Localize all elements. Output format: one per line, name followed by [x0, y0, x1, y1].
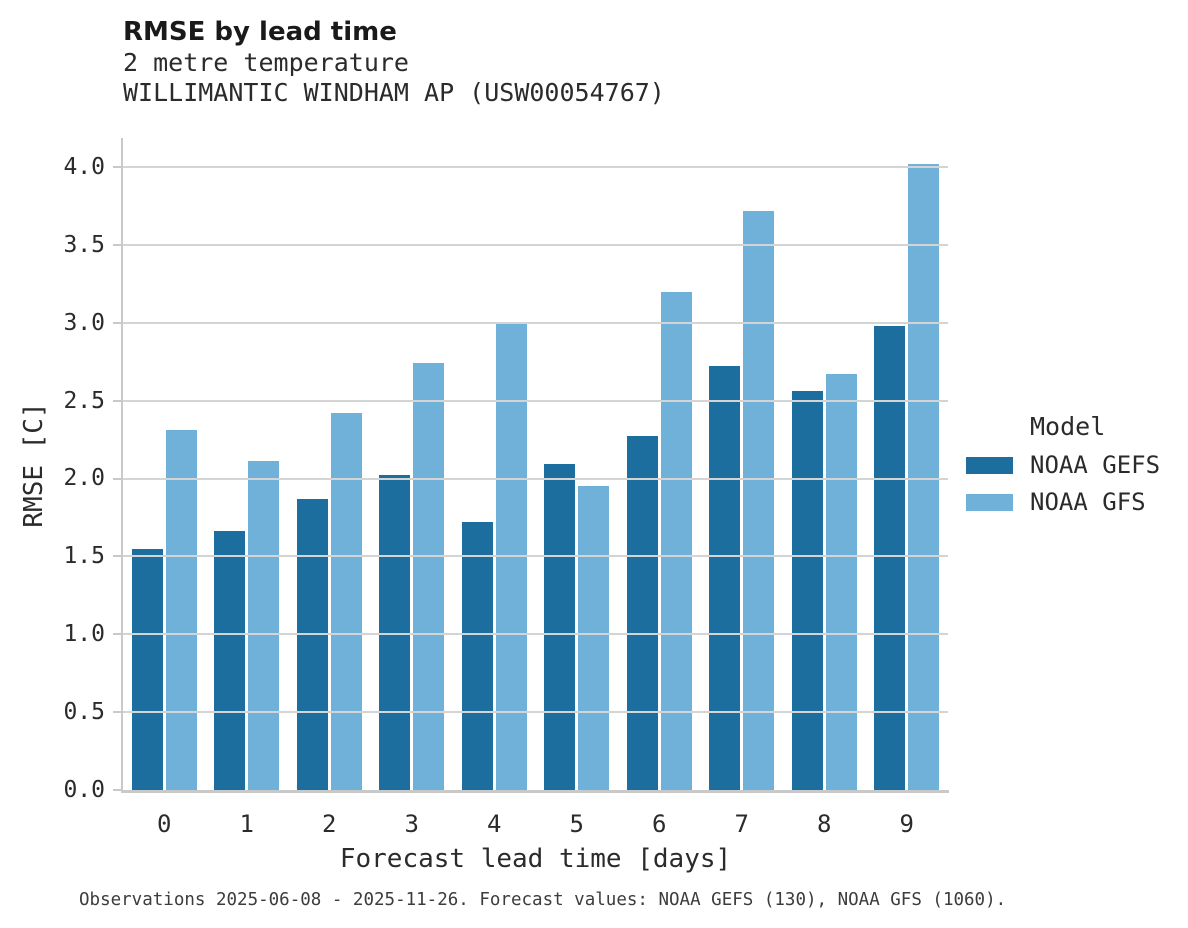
chart-subtitle-variable: 2 metre temperature [123, 48, 409, 77]
bar-noaa-gfs-lead-1 [248, 461, 280, 790]
y-tick-label-2.5: 2.5 [63, 387, 105, 414]
gridline-1.0 [123, 633, 948, 636]
bar-group-lead-2 [288, 138, 371, 790]
legend-label-gefs: NOAA GEFS [1030, 451, 1161, 479]
x-tick-row: 0 1 2 3 4 5 6 7 8 9 [123, 810, 948, 838]
bar-group-lead-0 [123, 138, 206, 790]
y-tick-mark-0.0 [113, 789, 123, 791]
bar-noaa-gfs-lead-3 [413, 363, 445, 790]
gridline-0.5 [123, 711, 948, 714]
y-tick-label-0.0: 0.0 [63, 777, 105, 803]
y-tick-label-1.0: 1.0 [63, 621, 105, 648]
x-tick-label-6: 6 [652, 810, 667, 838]
x-tick-label-1: 1 [239, 810, 254, 838]
gridline-4.0 [123, 165, 948, 168]
x-tick-label-0: 0 [157, 810, 172, 838]
bar-noaa-gfs-lead-2 [330, 413, 362, 790]
bar-group-lead-4 [453, 138, 536, 790]
bar-noaa-gfs-lead-8 [825, 374, 857, 790]
x-axis-label: Forecast lead time [days] [339, 844, 732, 874]
x-tick-label-8: 8 [817, 810, 832, 838]
y-axis-spine [121, 138, 123, 793]
gfs-swatch-icon [966, 493, 1013, 511]
y-tick-mark-0.5 [113, 711, 123, 714]
y-tick-mark-1.5 [113, 555, 123, 558]
bar-noaa-gefs-lead-0 [131, 548, 163, 790]
bar-noaa-gfs-lead-5 [578, 486, 610, 790]
x-tick-label-9: 9 [899, 810, 914, 838]
bar-group-lead-5 [536, 138, 619, 790]
gridline-2.5 [123, 399, 948, 402]
bar-noaa-gefs-lead-5 [544, 464, 576, 790]
y-tick-label-1.5: 1.5 [63, 543, 105, 570]
bar-noaa-gfs-lead-9 [908, 163, 940, 790]
bar-group-lead-9 [866, 138, 949, 790]
bar-noaa-gefs-lead-6 [626, 436, 658, 790]
x-tick-label-3: 3 [404, 810, 419, 838]
gridline-1.5 [123, 555, 948, 558]
footer-caption: Observations 2025-06-08 - 2025-11-26. Fo… [79, 890, 1007, 910]
bar-noaa-gefs-lead-1 [214, 531, 246, 790]
x-tick-label-2: 2 [322, 810, 337, 838]
gridline-2.0 [123, 477, 948, 480]
legend-title: Model [1030, 412, 1106, 441]
y-tick-mark-1.0 [113, 633, 123, 636]
bar-group-lead-8 [783, 138, 866, 790]
chart-header: RMSE by lead time 2 metre temperature WI… [123, 16, 665, 108]
chart-subtitle-station: WILLIMANTIC WINDHAM AP (USW00054767) [123, 78, 665, 107]
plot-area [113, 138, 948, 791]
bar-noaa-gefs-lead-8 [791, 391, 823, 790]
y-tick-mark-2.5 [113, 399, 123, 402]
x-tick-label-7: 7 [734, 810, 749, 838]
y-tick-mark-3.5 [113, 243, 123, 246]
gridline-3.0 [123, 321, 948, 324]
y-tick-label-3.0: 3.0 [63, 309, 105, 336]
y-tick-mark-4.0 [113, 165, 123, 168]
chart-title: RMSE by lead time [123, 17, 397, 47]
bar-noaa-gfs-lead-7 [743, 210, 775, 790]
y-tick-mark-2.0 [113, 477, 123, 480]
gefs-swatch-icon [966, 456, 1013, 474]
bar-noaa-gfs-lead-0 [165, 430, 197, 790]
y-tick-label-3.5: 3.5 [63, 231, 105, 258]
y-tick-label-2.0: 2.0 [63, 465, 105, 492]
y-tick-mark-3.0 [113, 321, 123, 324]
bar-group-lead-3 [371, 138, 454, 790]
bar-noaa-gefs-lead-9 [874, 325, 906, 790]
x-axis-spine [121, 790, 949, 793]
y-tick-label-0.5: 0.5 [63, 699, 105, 726]
bar-noaa-gefs-lead-7 [709, 366, 741, 790]
legend: Model NOAA GEFS NOAA GFS [966, 412, 1181, 525]
legend-label-gfs: NOAA GFS [1030, 488, 1146, 516]
legend-entry-gfs: NOAA GFS [966, 488, 1181, 516]
bar-group-lead-1 [206, 138, 289, 790]
x-tick-label-5: 5 [569, 810, 584, 838]
bar-groups [123, 138, 948, 790]
gridline-3.5 [123, 243, 948, 246]
bar-group-lead-7 [701, 138, 784, 790]
bar-group-lead-6 [618, 138, 701, 790]
bar-noaa-gefs-lead-3 [379, 475, 411, 790]
x-tick-label-4: 4 [487, 810, 502, 838]
bar-noaa-gefs-lead-2 [296, 498, 328, 790]
y-tick-label-4.0: 4.0 [63, 153, 105, 180]
bar-noaa-gefs-lead-4 [461, 522, 493, 790]
legend-entry-gefs: NOAA GEFS [966, 451, 1181, 479]
bar-noaa-gfs-lead-6 [660, 291, 692, 790]
